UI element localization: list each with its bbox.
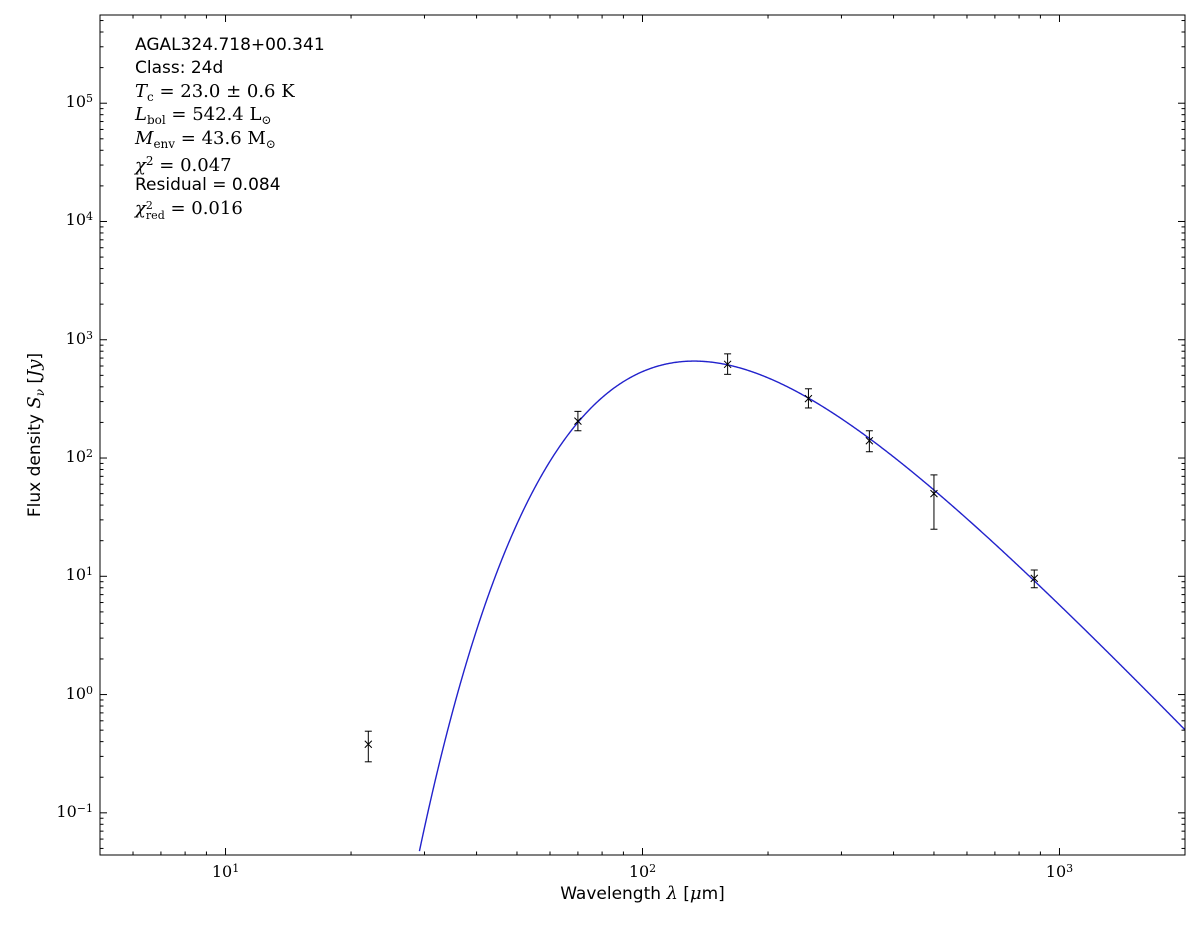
y-tick-label: 104 bbox=[65, 210, 93, 230]
data-point bbox=[1030, 569, 1039, 589]
annotation-line: χ 2 red = 0.016 bbox=[135, 197, 325, 222]
y-tick-label: 102 bbox=[65, 447, 93, 467]
text-segment: T bbox=[135, 80, 148, 102]
text-segment: = 0.016 bbox=[164, 197, 243, 219]
text-segment: env bbox=[153, 136, 176, 151]
x-marker bbox=[1030, 574, 1039, 583]
math-supsub: 2 red bbox=[145, 198, 165, 222]
data-point bbox=[930, 474, 938, 530]
data-point bbox=[865, 430, 874, 453]
annotation-line: Tc = 23.0 ± 0.6 K bbox=[135, 80, 325, 104]
annotation-block: AGAL324.718+00.341 Class: 24d Tc = 23.0 ± … bbox=[135, 33, 325, 222]
y-tick-label: 101 bbox=[65, 565, 93, 585]
text-segment: χ bbox=[135, 197, 146, 219]
text-segment: m] bbox=[701, 884, 725, 904]
data-point bbox=[364, 730, 373, 763]
annotation-line: Class: 24d bbox=[135, 56, 325, 79]
text-segment: S bbox=[24, 396, 45, 409]
data-point bbox=[723, 353, 732, 375]
annotation-line: AGAL324.718+00.341 bbox=[135, 33, 325, 56]
text-segment: λ bbox=[666, 883, 678, 904]
x-marker bbox=[804, 394, 813, 403]
text-segment: Class: 24d bbox=[135, 58, 224, 79]
y-tick-label: 10−1 bbox=[56, 801, 93, 821]
text-segment: L bbox=[135, 104, 147, 126]
text-segment: ⊙ bbox=[265, 136, 276, 151]
text-segment: Wavelength bbox=[560, 884, 667, 904]
text-segment: = 0.047 bbox=[153, 154, 232, 176]
text-segment: ν bbox=[33, 388, 47, 397]
text-segment: 2 bbox=[145, 153, 154, 168]
text-segment: μ bbox=[689, 883, 702, 904]
model-curve bbox=[418, 360, 1186, 852]
annotation-line: Lbol = 542.4 L⊙ bbox=[135, 103, 325, 128]
x-marker bbox=[574, 417, 582, 426]
x-tick-label: 102 bbox=[628, 862, 657, 881]
annotation-line: Menv = 43.6 M⊙ bbox=[135, 127, 325, 151]
text-segment: ⊙ bbox=[261, 113, 272, 128]
y-axis-label: Flux density Sν [Jy] bbox=[24, 15, 47, 855]
x-axis-label: Wavelength λ [μm] bbox=[100, 883, 1185, 904]
text-segment: [ bbox=[25, 376, 45, 389]
text-segment: χ bbox=[135, 154, 146, 176]
text-segment: = 23.0 ± 0.6 K bbox=[153, 80, 295, 102]
x-marker bbox=[364, 740, 373, 749]
text-segment: = 542.4 L bbox=[165, 104, 262, 126]
text-segment: c bbox=[147, 89, 154, 104]
data-point bbox=[804, 388, 813, 409]
annotation-line: Residual = 0.084 bbox=[135, 173, 325, 196]
annotation-line: χ2 = 0.047 bbox=[135, 150, 325, 176]
text-segment: Jy bbox=[24, 359, 45, 377]
x-marker bbox=[723, 360, 732, 369]
x-tick-label: 103 bbox=[1045, 862, 1074, 881]
x-tick-label: 101 bbox=[211, 862, 240, 881]
text-segment: [ bbox=[677, 884, 690, 904]
text-segment: M bbox=[135, 127, 154, 149]
y-tick-label: 103 bbox=[65, 328, 93, 348]
text-segment: bol bbox=[146, 113, 166, 128]
text-segment: ] bbox=[25, 352, 45, 360]
text-segment: AGAL324.718+00.341 bbox=[135, 35, 325, 55]
text-segment: = 43.6 M bbox=[175, 127, 266, 149]
x-marker bbox=[930, 489, 938, 498]
x-marker bbox=[865, 436, 874, 445]
y-tick-label: 100 bbox=[65, 683, 93, 703]
text-segment: Residual = 0.084 bbox=[135, 175, 281, 196]
y-tick-label: 105 bbox=[65, 92, 93, 112]
data-point bbox=[574, 410, 582, 432]
